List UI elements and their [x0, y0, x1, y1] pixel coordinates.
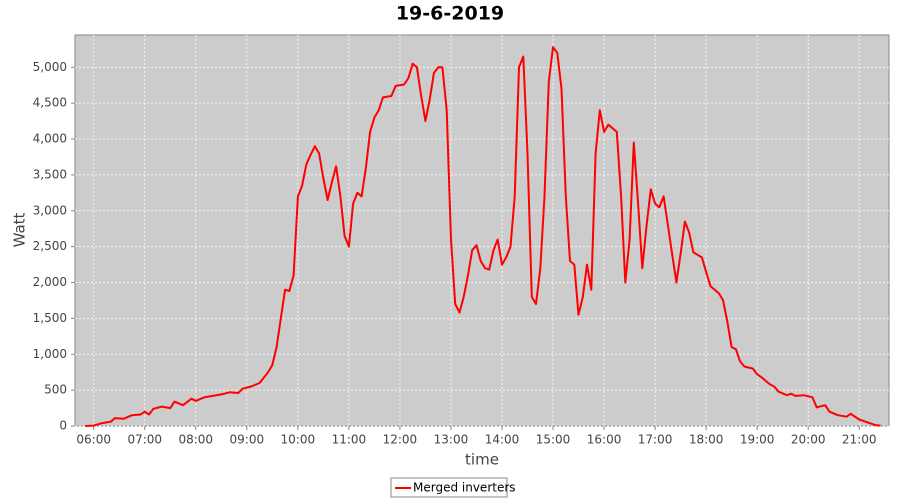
plot-area	[74, 34, 890, 427]
y-tick-label: 0	[59, 419, 67, 433]
x-tick-label: 14:00	[485, 433, 520, 447]
x-tick-label: 13:00	[434, 433, 469, 447]
x-axis-label: time	[465, 451, 499, 469]
x-tick-label: 09:00	[230, 433, 265, 447]
legend-label: Merged inverters	[413, 481, 516, 495]
x-tick-label: 16:00	[587, 433, 622, 447]
y-tick-label: 3,500	[33, 167, 67, 181]
x-tick-label: 07:00	[127, 433, 162, 447]
x-tick-label: 18:00	[689, 433, 724, 447]
x-tick-label: 06:00	[76, 433, 111, 447]
y-tick-label: 1,000	[33, 347, 67, 361]
y-tick-label: 500	[44, 383, 67, 397]
x-tick-label: 21:00	[842, 433, 877, 447]
data-line	[85, 46, 881, 427]
x-tick-label: 20:00	[791, 433, 826, 447]
x-tick-label: 08:00	[178, 433, 213, 447]
y-tick-label: 2,500	[33, 239, 67, 253]
y-tick-label: 5,000	[33, 60, 67, 74]
x-tick-label: 12:00	[383, 433, 418, 447]
x-tick-label: 11:00	[332, 433, 367, 447]
y-axis-label: Watt	[11, 212, 29, 247]
x-tick-label: 19:00	[740, 433, 775, 447]
y-tick-label: 2,000	[33, 275, 67, 289]
x-tick-label: 15:00	[536, 433, 571, 447]
y-tick-label: 1,500	[33, 311, 67, 325]
x-tick-label: 10:00	[281, 433, 316, 447]
y-tick-label: 3,000	[33, 203, 67, 217]
legend-box	[390, 477, 508, 498]
y-tick-label: 4,000	[33, 132, 67, 146]
y-tick-label: 4,500	[33, 96, 67, 110]
chart-title: 19-6-2019	[396, 3, 504, 25]
x-tick-label: 17:00	[638, 433, 673, 447]
